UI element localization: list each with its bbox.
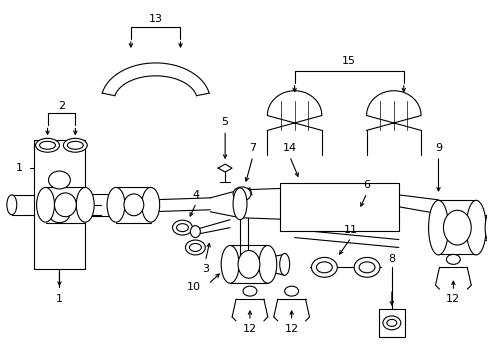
Text: 15: 15 <box>342 56 355 66</box>
Ellipse shape <box>185 240 205 255</box>
Ellipse shape <box>76 188 94 222</box>
Ellipse shape <box>443 210 470 245</box>
Text: 3: 3 <box>202 264 208 274</box>
Text: 7: 7 <box>249 143 256 153</box>
Ellipse shape <box>233 187 250 201</box>
Ellipse shape <box>176 224 188 231</box>
Text: 14: 14 <box>282 143 296 153</box>
Text: 11: 11 <box>344 225 357 235</box>
Ellipse shape <box>190 226 200 238</box>
Ellipse shape <box>107 188 124 222</box>
Text: 1: 1 <box>16 163 23 173</box>
Text: 1: 1 <box>56 294 63 304</box>
Ellipse shape <box>466 201 485 255</box>
Text: 12: 12 <box>243 324 257 334</box>
Text: 10: 10 <box>186 282 200 292</box>
Ellipse shape <box>243 286 256 296</box>
Text: 13: 13 <box>148 14 163 24</box>
Ellipse shape <box>311 257 337 277</box>
Ellipse shape <box>386 319 396 327</box>
Text: 8: 8 <box>387 255 395 264</box>
Ellipse shape <box>37 188 54 222</box>
Text: 9: 9 <box>434 143 441 153</box>
Text: 6: 6 <box>363 180 370 190</box>
Bar <box>378 309 404 337</box>
Ellipse shape <box>221 246 239 283</box>
Ellipse shape <box>233 188 246 220</box>
Text: 5: 5 <box>221 117 228 127</box>
Ellipse shape <box>7 195 17 215</box>
Ellipse shape <box>279 253 289 275</box>
Bar <box>34 140 85 269</box>
Ellipse shape <box>358 262 374 273</box>
Ellipse shape <box>427 201 447 255</box>
Ellipse shape <box>446 255 459 264</box>
Ellipse shape <box>142 188 160 222</box>
Ellipse shape <box>123 194 143 216</box>
Ellipse shape <box>40 141 55 149</box>
Ellipse shape <box>484 213 488 243</box>
Ellipse shape <box>48 171 70 189</box>
Ellipse shape <box>353 257 379 277</box>
Bar <box>279 183 398 231</box>
Text: 4: 4 <box>192 190 200 200</box>
Ellipse shape <box>49 207 69 223</box>
Text: 12: 12 <box>284 324 298 334</box>
Ellipse shape <box>54 193 76 217</box>
Text: 12: 12 <box>446 294 460 304</box>
Ellipse shape <box>258 246 276 283</box>
Ellipse shape <box>63 138 87 152</box>
Ellipse shape <box>36 138 60 152</box>
Text: 2: 2 <box>58 100 65 111</box>
Ellipse shape <box>382 316 400 330</box>
Ellipse shape <box>284 286 298 296</box>
Ellipse shape <box>316 262 332 273</box>
Ellipse shape <box>172 220 192 235</box>
Ellipse shape <box>238 251 259 278</box>
Ellipse shape <box>67 141 83 149</box>
Ellipse shape <box>189 243 201 251</box>
